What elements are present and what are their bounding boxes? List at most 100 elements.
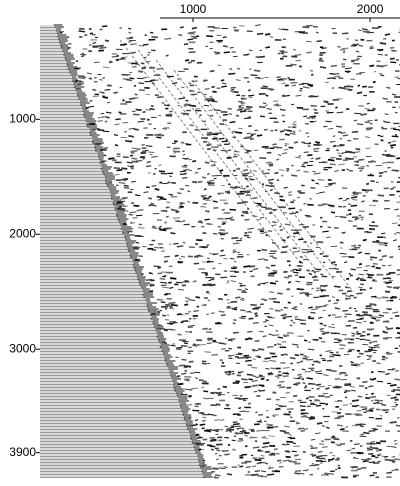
trace-wiggle xyxy=(328,184,334,185)
trace-wiggle xyxy=(343,59,346,60)
trace-wiggle xyxy=(305,470,308,471)
trace-wiggle xyxy=(377,381,383,382)
trace-wiggle xyxy=(310,417,314,418)
trace-wiggle xyxy=(390,62,396,63)
trace-wiggle xyxy=(265,148,270,149)
trace-wiggle xyxy=(247,228,254,229)
trace-wiggle xyxy=(352,400,359,401)
trace-wiggle xyxy=(131,181,136,182)
trace-wiggle xyxy=(350,291,353,292)
trace-wiggle xyxy=(260,50,262,51)
trace-wiggle xyxy=(121,168,127,169)
trace-wiggle xyxy=(363,240,367,241)
trace-wiggle xyxy=(237,68,240,69)
trace-wiggle xyxy=(308,85,313,86)
trace-wiggle xyxy=(216,404,220,405)
trace-wiggle xyxy=(266,162,272,163)
trace-wiggle xyxy=(242,212,245,213)
trace-wiggle xyxy=(159,171,165,172)
trace-wiggle xyxy=(301,413,306,414)
trace-wiggle xyxy=(324,473,328,474)
trace-wiggle xyxy=(384,208,390,209)
trace-wiggle xyxy=(239,466,243,467)
trace-wiggle xyxy=(339,444,345,445)
trace-wiggle xyxy=(386,87,390,88)
trace-wiggle xyxy=(263,443,269,444)
trace-wiggle xyxy=(327,475,329,476)
trace-wiggle xyxy=(220,124,225,125)
trace-wiggle xyxy=(219,170,223,171)
trace-wiggle xyxy=(222,224,226,225)
trace-wiggle xyxy=(307,251,314,252)
trace-wiggle xyxy=(369,397,376,398)
trace-wiggle xyxy=(320,331,324,332)
trace-wiggle xyxy=(235,297,240,298)
trace-wiggle xyxy=(302,293,309,294)
trace-wiggle xyxy=(281,315,286,316)
trace-wiggle xyxy=(229,431,231,432)
trace-wiggle xyxy=(202,417,206,418)
trace-wiggle xyxy=(291,64,297,65)
trace-wiggle xyxy=(301,142,305,143)
trace-wiggle xyxy=(207,149,211,150)
trace-wiggle xyxy=(365,398,370,399)
trace-wiggle xyxy=(151,37,158,38)
trace-wiggle xyxy=(392,136,399,137)
trace-wiggle xyxy=(205,89,210,90)
trace-wiggle xyxy=(197,255,201,256)
trace-wiggle xyxy=(95,144,102,145)
trace-wiggle xyxy=(370,322,372,323)
trace-wiggle xyxy=(188,300,195,301)
trace-wiggle xyxy=(278,337,283,338)
trace-wiggle xyxy=(160,278,166,279)
trace-wiggle xyxy=(392,462,394,463)
trace-wiggle xyxy=(385,374,389,375)
trace-wiggle xyxy=(229,69,232,70)
trace-wiggle xyxy=(268,373,272,374)
trace-wiggle xyxy=(294,455,299,456)
trace-wiggle xyxy=(335,107,337,108)
trace-wiggle xyxy=(340,138,342,139)
trace-wiggle xyxy=(381,140,384,141)
trace-wiggle xyxy=(164,256,170,257)
trace-wiggle xyxy=(195,244,198,245)
trace-wiggle xyxy=(105,89,111,90)
trace-wiggle xyxy=(300,293,303,294)
trace-wiggle xyxy=(152,226,155,227)
trace-wiggle xyxy=(275,408,279,409)
trace-wiggle xyxy=(238,353,243,354)
trace-wiggle xyxy=(382,405,387,406)
trace-wiggle xyxy=(214,392,220,393)
trace-wiggle xyxy=(344,262,347,263)
trace-wiggle xyxy=(356,293,362,294)
trace-wiggle xyxy=(354,161,359,162)
trace-wiggle xyxy=(392,297,397,298)
trace-wiggle xyxy=(258,78,264,79)
trace-wiggle xyxy=(364,314,367,315)
trace-wiggle xyxy=(273,302,280,303)
trace-wiggle xyxy=(295,383,301,384)
trace-wiggle xyxy=(376,320,380,321)
trace-wiggle xyxy=(104,148,108,149)
trace-wiggle xyxy=(290,270,294,271)
trace-wiggle xyxy=(99,80,102,81)
trace-wiggle xyxy=(274,449,278,450)
trace-wiggle xyxy=(124,185,129,186)
trace-wiggle xyxy=(203,203,207,204)
trace-wiggle xyxy=(233,156,237,157)
trace-wiggle xyxy=(259,375,263,376)
trace-wiggle xyxy=(351,197,357,198)
trace-wiggle xyxy=(287,130,292,131)
trace-wiggle xyxy=(257,421,262,422)
trace-wiggle xyxy=(362,190,366,191)
trace-wiggle xyxy=(221,315,226,316)
trace-wiggle xyxy=(189,125,193,126)
trace-wiggle xyxy=(159,230,166,231)
trace-wiggle xyxy=(312,365,314,366)
trace-wiggle xyxy=(120,28,122,29)
trace-wiggle xyxy=(214,52,220,53)
trace-wiggle xyxy=(331,66,337,67)
trace-wiggle xyxy=(239,106,242,107)
trace-wiggle xyxy=(297,108,303,109)
trace-wiggle xyxy=(178,384,183,385)
